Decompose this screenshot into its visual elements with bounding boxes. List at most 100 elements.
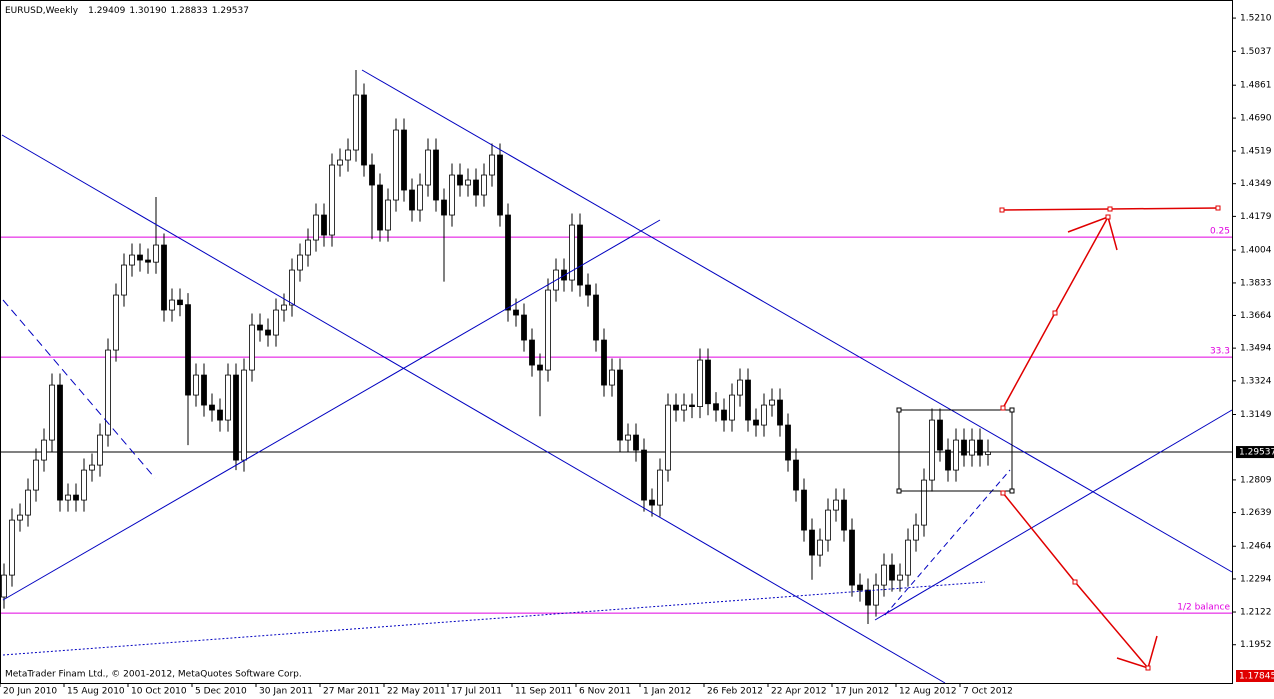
x-tick-label: 22 Apr 2012 xyxy=(771,687,827,697)
candle-body xyxy=(321,214,327,236)
x-tick-label: 15 Aug 2010 xyxy=(67,687,125,697)
header: EURUSD,Weekly 1.29409 1.30190 1.28833 1.2953… xyxy=(5,6,249,16)
y-tick-label: 1.3324 xyxy=(1240,376,1272,386)
candle-body xyxy=(201,374,207,406)
x-tick-label: 12 Aug 2012 xyxy=(899,687,957,697)
candle-body xyxy=(809,529,815,556)
trend-line xyxy=(1,134,946,684)
y-tick-label: 1.1952 xyxy=(1240,640,1272,650)
candle-body xyxy=(241,369,247,461)
candle-body xyxy=(281,304,287,311)
target-price-tag xyxy=(1236,670,1274,682)
candle-body xyxy=(233,374,239,461)
candle-body xyxy=(505,214,511,311)
candle-body xyxy=(89,464,95,471)
candle-body xyxy=(305,239,311,256)
x-tick-label: 7 Oct 2012 xyxy=(963,687,1013,697)
series-layer: 0.25 33.3 1/2 balance xyxy=(0,70,1232,624)
candle-body xyxy=(57,384,63,501)
candle-body xyxy=(721,409,727,421)
candle-body xyxy=(161,244,167,311)
candle-body xyxy=(665,404,671,471)
candle-body xyxy=(1,574,7,598)
plot-frame xyxy=(0,0,1233,684)
candle-body xyxy=(577,224,583,286)
drawing-objects xyxy=(1,69,1233,684)
trend-line xyxy=(874,409,1233,621)
candle-body xyxy=(113,294,119,351)
candle-body xyxy=(521,314,527,341)
y-tick-label: 1.4349 xyxy=(1240,179,1272,189)
candle-body xyxy=(833,499,839,511)
candle-body xyxy=(569,224,575,281)
x-tick-label: 6 Nov 2011 xyxy=(579,687,631,697)
candle-body xyxy=(913,524,919,541)
level-label: 33.3 xyxy=(1210,347,1230,357)
candle-body xyxy=(105,349,111,436)
symbol: EURUSD,Weekly xyxy=(5,6,79,16)
candle-body xyxy=(681,404,687,411)
header-high: 1.30190 xyxy=(129,6,166,16)
candle-body xyxy=(361,94,367,166)
candle-body xyxy=(857,584,863,591)
y-tick-label: 1.5210 xyxy=(1240,14,1272,24)
candle-body xyxy=(625,434,631,441)
x-tick-label: 17 Jun 2012 xyxy=(835,687,889,697)
x-tick-label: 30 Jan 2011 xyxy=(259,687,313,697)
candle-body xyxy=(481,174,487,196)
candle-body xyxy=(417,184,423,211)
candle-body xyxy=(129,254,135,266)
level-label: 1/2 balance xyxy=(1177,603,1230,613)
candle-body xyxy=(881,564,887,586)
candle-body xyxy=(345,149,351,161)
trend-line xyxy=(2,219,661,601)
candle-body xyxy=(889,564,895,581)
candle-body xyxy=(465,179,471,186)
candle-body xyxy=(537,364,543,371)
candle-body xyxy=(865,589,871,606)
candle-body xyxy=(633,434,639,451)
candle-body xyxy=(817,539,823,556)
y-tick-label: 1.4519 xyxy=(1240,146,1272,156)
candle-body xyxy=(905,539,911,576)
y-tick-label: 1.2294 xyxy=(1240,574,1272,584)
candle-body xyxy=(753,419,759,426)
candle-body xyxy=(289,269,295,306)
candle-body xyxy=(73,494,79,501)
candle-body xyxy=(489,154,495,176)
y-tick-label: 1.3149 xyxy=(1240,410,1272,420)
candle-body xyxy=(369,164,375,186)
header-open: 1.29409 xyxy=(88,6,125,16)
x-tick-label: 10 Oct 2010 xyxy=(131,687,187,697)
y-tick-label: 1.2122 xyxy=(1240,608,1272,618)
header-close: 1.29537 xyxy=(212,6,249,16)
range-box xyxy=(898,409,1013,492)
x-tick-label: 26 Feb 2012 xyxy=(707,687,763,697)
x-tick-label: 20 Jun 2010 xyxy=(3,687,57,697)
x-tick-label: 22 May 2011 xyxy=(387,687,446,697)
candle-body xyxy=(689,404,695,408)
candle-body xyxy=(777,399,783,426)
candle-body xyxy=(425,149,431,186)
candle-body xyxy=(177,299,183,306)
candle-body xyxy=(849,529,855,586)
candle-body xyxy=(209,404,215,411)
candle-body xyxy=(769,399,775,406)
candle-body xyxy=(873,584,879,606)
candle-body xyxy=(393,129,399,201)
candle-body xyxy=(441,199,447,216)
candle-body xyxy=(977,439,983,456)
x-tick-label: 1 Jan 2012 xyxy=(643,687,691,697)
candle-body xyxy=(729,394,735,421)
candle-body xyxy=(433,149,439,201)
candle-body xyxy=(33,459,39,491)
candle-body xyxy=(617,369,623,441)
candle-body xyxy=(49,384,55,441)
candle-body xyxy=(785,424,791,461)
candle-body xyxy=(193,374,199,396)
candle-body xyxy=(937,419,943,451)
candle-body xyxy=(897,574,903,581)
candle-body xyxy=(385,199,391,231)
